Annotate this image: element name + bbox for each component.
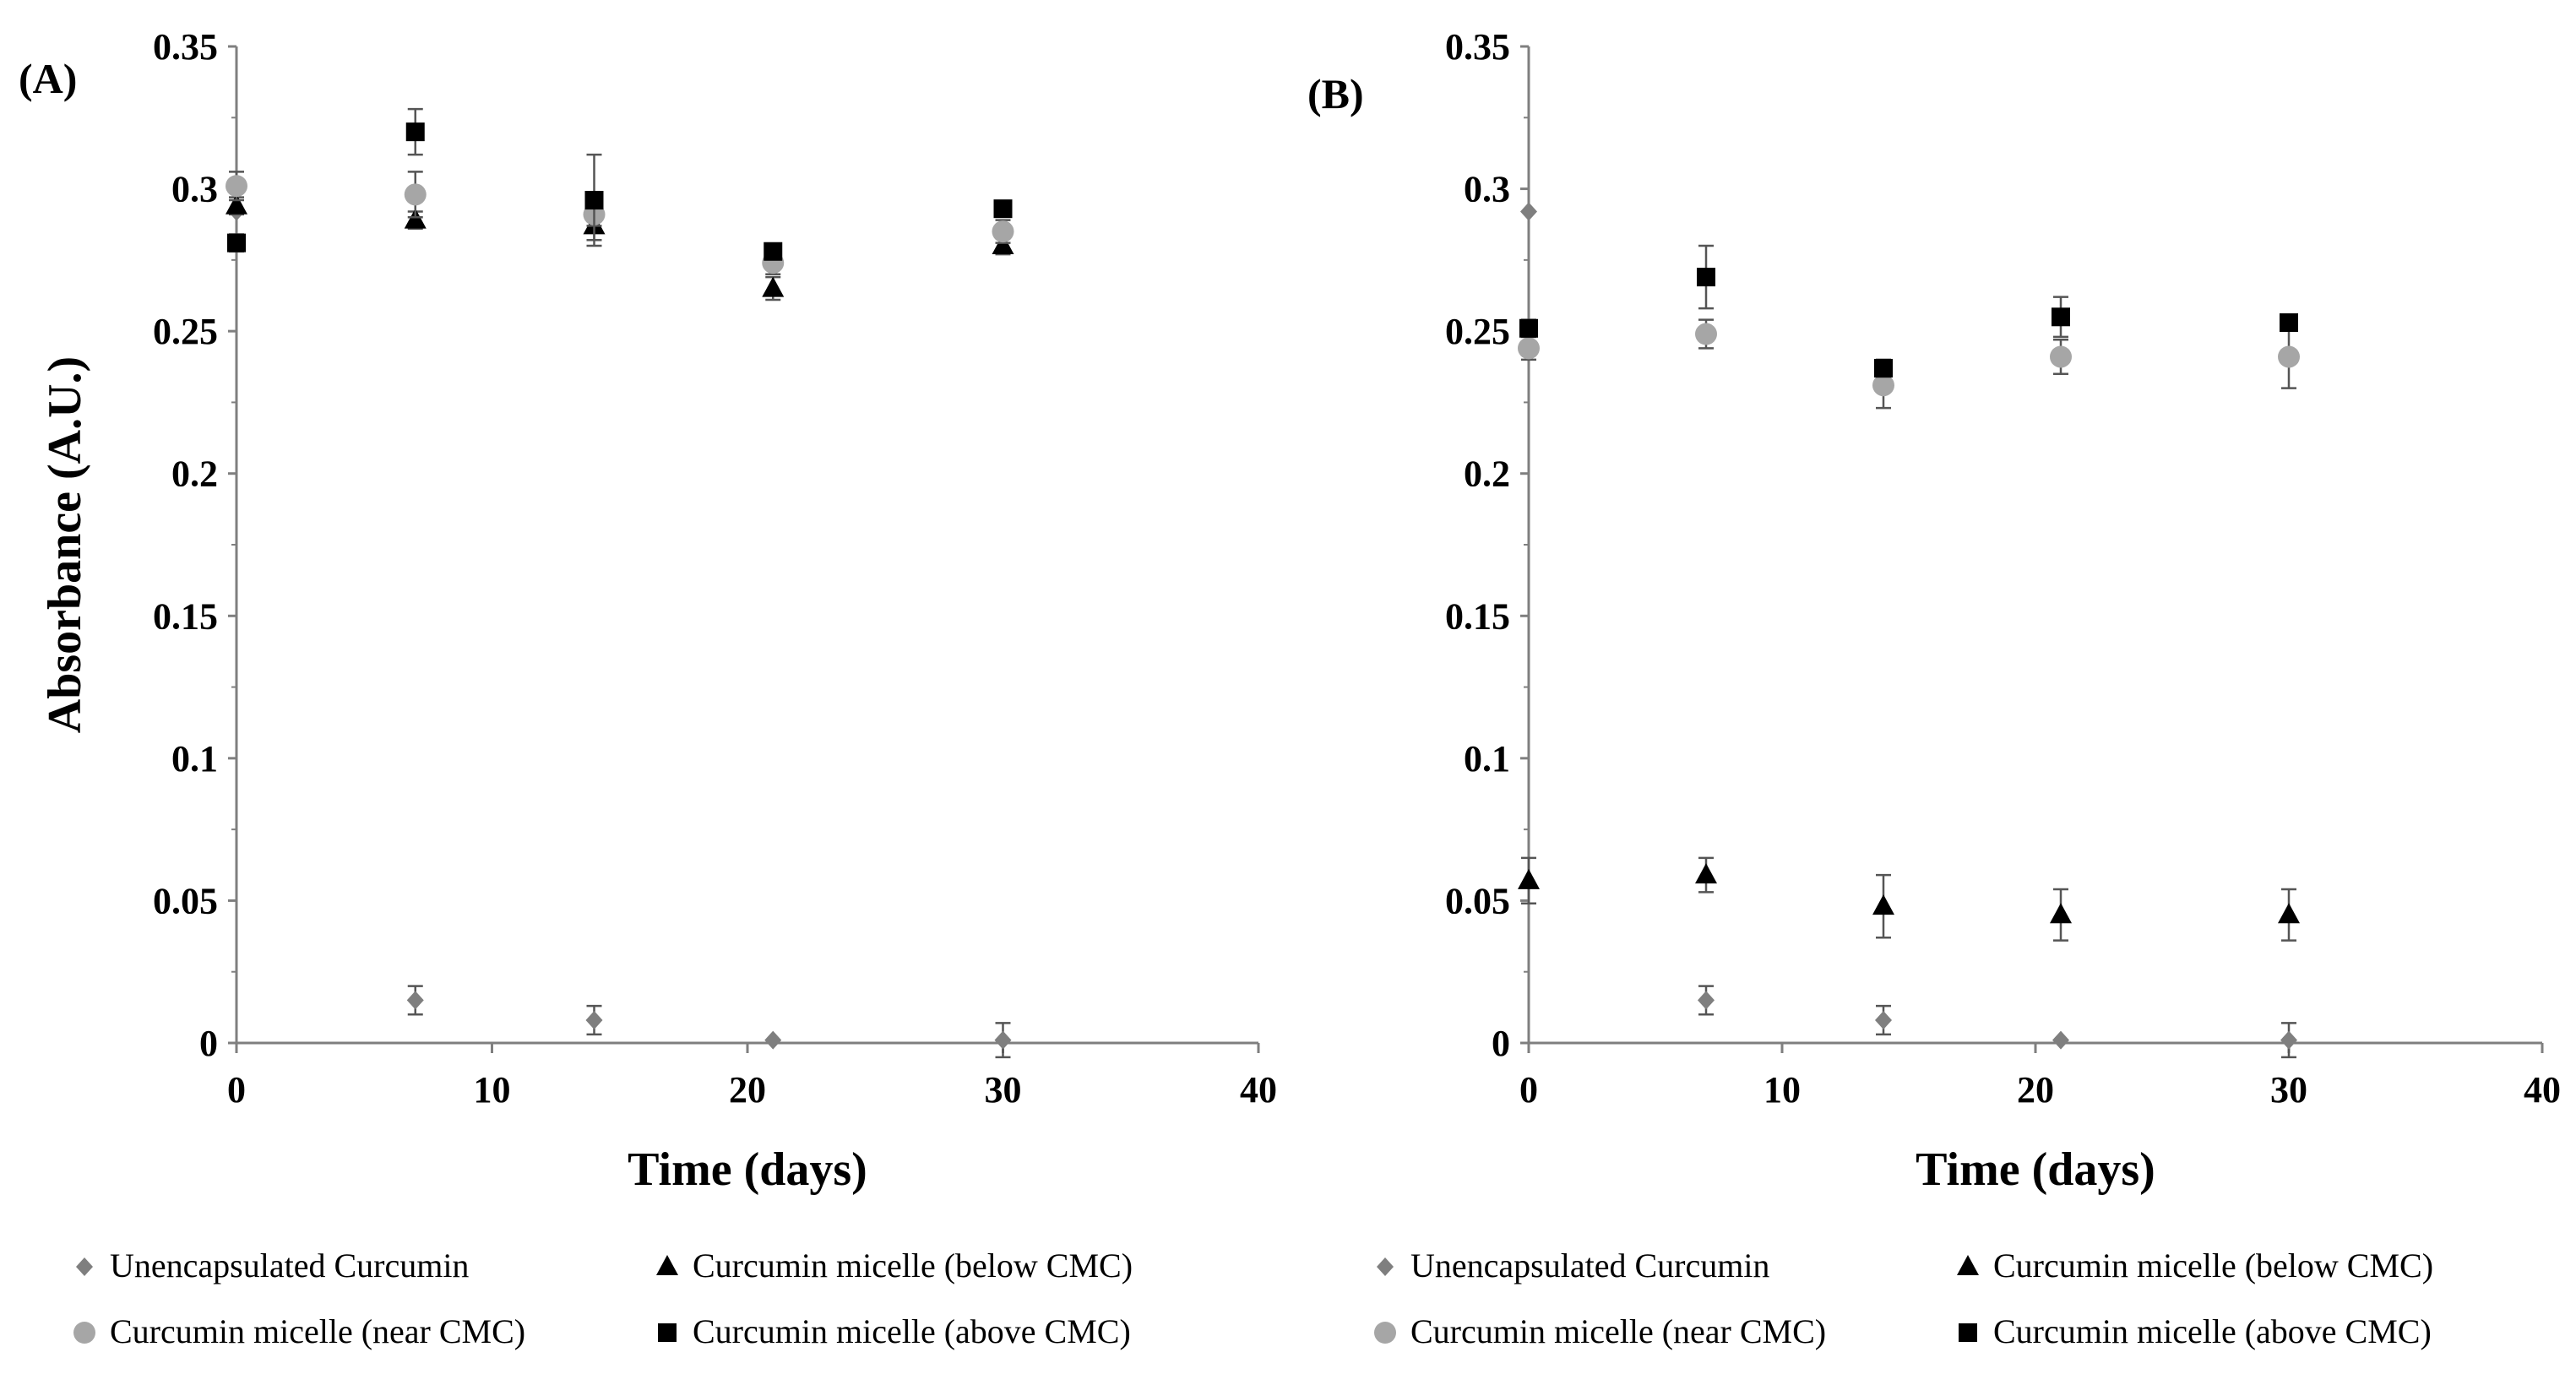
legend-marker-diamond [1377,1257,1394,1276]
data-point-triangle [404,208,427,229]
data-point-square [227,233,246,253]
data-point-triangle [992,234,1014,254]
y-tick-label: 0.15 [153,595,218,637]
y-tick-label: 0.1 [171,738,218,779]
data-point-circle [1872,374,1894,397]
legend-label: Curcumin micelle (below CMC) [1993,1246,2433,1285]
legend-marker-square [1959,1323,1977,1342]
series-diamond [1520,202,2297,1059]
data-point-square [764,242,783,261]
series-circle [226,171,1014,275]
panel-label: (A) [19,55,77,102]
legend-marker-triangle [656,1255,678,1275]
series-square [1519,244,2298,378]
legend-marker-square [658,1323,677,1342]
y-tick-label: 0.15 [1445,595,1510,637]
legend-label: Curcumin micelle (below CMC) [693,1246,1133,1285]
y-tick-label: 0.05 [153,880,218,921]
x-axis-title: Time (days) [1916,1143,2155,1196]
y-tick-label: 0.2 [171,454,218,495]
legend: Unencapsulated Curcumin Curcumin micelle … [73,1246,1133,1350]
legend-marker-circle [73,1322,95,1344]
data-point-diamond [994,1030,1012,1050]
legend-label: Curcumin micelle (above CMC) [693,1312,1131,1350]
x-tick-label: 10 [474,1069,511,1111]
data-point-diamond [1698,991,1715,1010]
data-point-triangle [2278,903,2300,924]
data-point-diamond [1520,202,1537,221]
x-tick-label: 20 [729,1069,766,1111]
legend-label: Curcumin micelle (near CMC) [110,1312,525,1350]
y-tick-label: 0 [199,1023,218,1064]
series-triangle [226,193,1014,301]
y-tick-label: 0.3 [1464,169,1510,210]
x-tick-label: 30 [2270,1069,2307,1111]
legend-marker-triangle [1957,1255,1979,1275]
data-point-triangle [226,193,247,215]
x-tick-label: 40 [2524,1069,2561,1111]
y-tick-label: 0.35 [1445,26,1510,68]
data-point-square [1519,318,1538,338]
legend: Unencapsulated Curcumin Curcumin micelle … [1374,1246,2433,1350]
legend-label: Curcumin micelle (near CMC) [1410,1312,1826,1350]
data-point-triangle [2050,903,2072,924]
series-diamond [228,202,1012,1059]
panel-label: (B) [1307,70,1364,117]
x-tick-label: 10 [1764,1069,1801,1111]
y-tick-label: 0 [1492,1023,1510,1064]
series-triangle [1518,856,2300,942]
y-tick-label: 0.1 [1464,738,1510,779]
legend-marker-circle [1374,1322,1396,1344]
x-tick-label: 20 [2017,1069,2054,1111]
data-point-circle [2050,345,2072,368]
data-point-square [993,199,1013,219]
data-point-triangle [1518,868,1540,889]
legend-marker-diamond [76,1257,93,1276]
data-point-diamond [406,991,424,1010]
series-square [227,107,1013,261]
data-point-diamond [764,1030,782,1050]
data-point-square [2052,307,2070,327]
data-point-diamond [1875,1011,1892,1030]
y-tick-label: 0.05 [1445,880,1510,921]
data-point-diamond [2280,1030,2297,1050]
data-point-square [2280,313,2298,333]
data-point-square [1874,358,1893,377]
data-point-circle [1518,337,1540,360]
x-tick-label: 30 [985,1069,1022,1111]
y-tick-label: 0.25 [1445,311,1510,352]
data-point-diamond [2052,1030,2069,1050]
x-axis-title: Time (days) [628,1143,867,1196]
x-tick-label: 40 [1240,1069,1277,1111]
data-point-circle [226,175,247,198]
data-point-triangle [1872,894,1894,915]
x-tick-label: 0 [227,1069,246,1111]
data-point-square [584,191,604,210]
y-axis-title: Absorbance (A.U.) [39,356,91,733]
legend-label: Unencapsulated Curcumin [110,1246,469,1285]
y-tick-label: 0.3 [171,169,218,210]
legend-label: Unencapsulated Curcumin [1410,1246,1769,1285]
y-tick-label: 0.25 [153,311,218,352]
panel-b: 0 0.05 0.1 0.15 0.2 0.25 0.3 0.35 0 10 20 30 40 Time … [1307,26,2561,1350]
legend-label: Curcumin micelle (above CMC) [1993,1312,2432,1350]
data-point-diamond [585,1011,603,1030]
data-point-circle [1695,323,1717,345]
data-point-circle [2278,345,2300,368]
data-point-circle [404,183,427,206]
data-point-triangle [1695,863,1717,884]
x-tick-label: 0 [1519,1069,1538,1111]
panel-a: 0 0.05 0.1 0.15 0.2 0.25 0.3 0.35 0 10 20 30 40 Time … [19,26,1277,1350]
data-point-square [405,122,425,142]
y-tick-label: 0.35 [153,26,218,68]
data-point-triangle [762,276,785,297]
series-circle [1518,318,2300,410]
data-point-circle [992,220,1014,243]
y-tick-label: 0.2 [1464,454,1510,495]
data-point-square [1697,268,1715,287]
